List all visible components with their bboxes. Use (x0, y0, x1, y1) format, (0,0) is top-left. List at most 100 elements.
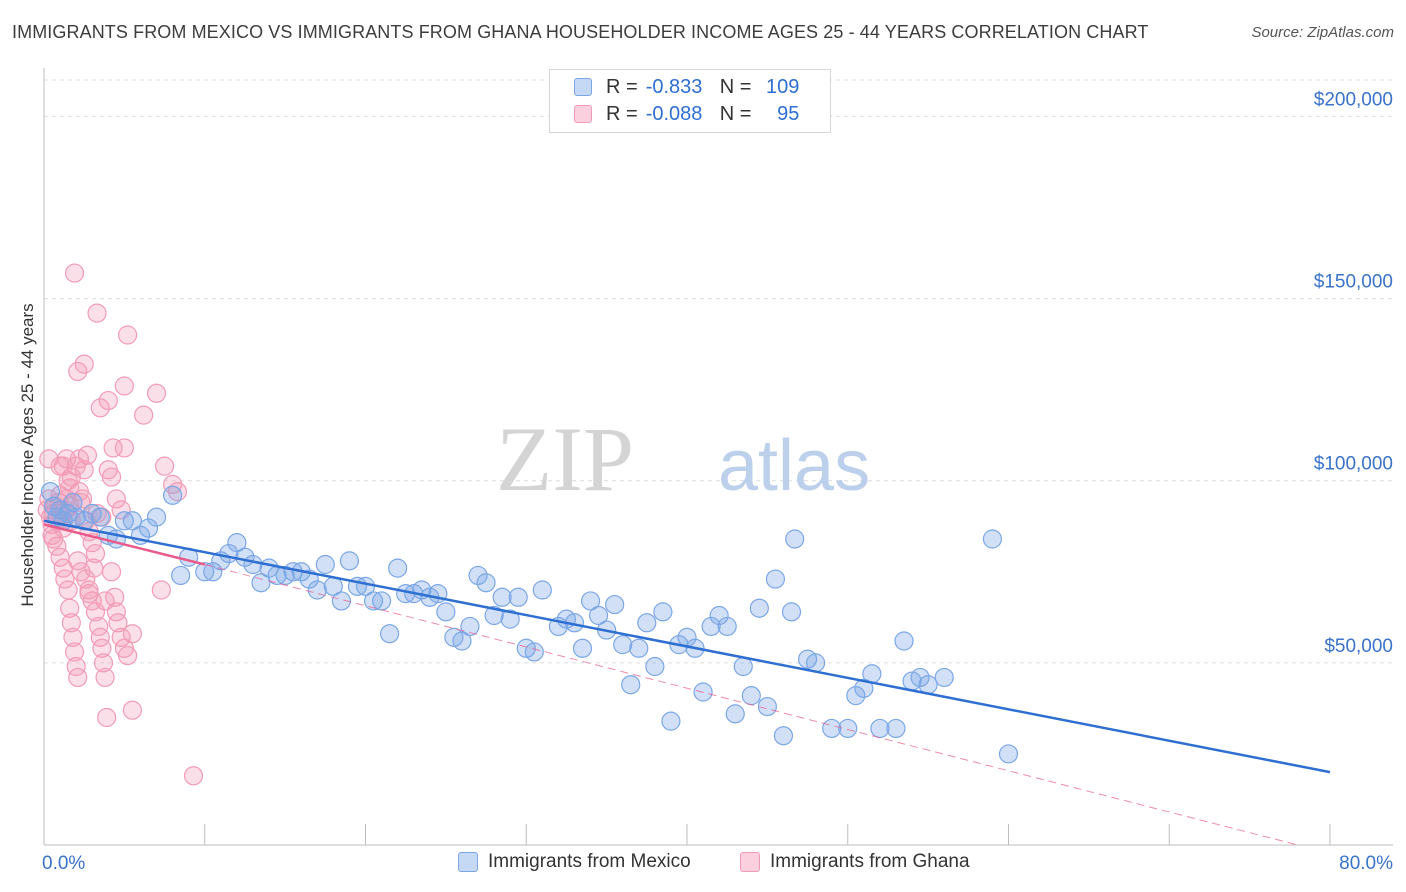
mexico-point (781, 602, 802, 622)
mexico-point (171, 565, 191, 586)
ghana-point (61, 613, 81, 633)
trend-layer (43, 519, 1331, 846)
mexico-point (380, 624, 400, 644)
ghana-n-label: N = (719, 102, 752, 125)
ghana-point (101, 467, 122, 487)
mexico-point (862, 664, 882, 684)
mexico-point (717, 616, 737, 637)
mexico-point (371, 591, 392, 611)
ghana-point (93, 653, 114, 673)
mexico-point (982, 529, 1003, 549)
ghana-point (154, 456, 175, 476)
bottom-legend-mexico: Immigrants from Mexico (458, 851, 691, 873)
watermark-zip: ZIP (496, 408, 634, 510)
ghana-point (146, 383, 167, 403)
ghana-point (84, 558, 104, 578)
mexico-point (886, 718, 906, 739)
watermark: ZIP atlas (496, 408, 870, 510)
ghana-point (64, 642, 85, 662)
bottom-mexico-swatch (458, 852, 478, 872)
mexico-point (243, 554, 263, 575)
ghana-point (101, 562, 122, 582)
ghana-point (114, 438, 134, 458)
mexico-point (63, 492, 83, 513)
ghana-point (85, 543, 106, 564)
mexico-point (114, 511, 134, 531)
ghana-n-value: 95 (777, 102, 800, 125)
chart-title: IMMIGRANTS FROM MEXICO VS IMMIGRANTS FRO… (12, 22, 1149, 42)
mexico-point (195, 562, 215, 582)
bottom-legend-ghana: Immigrants from Ghana (740, 851, 970, 873)
ghana-point (77, 445, 98, 465)
ghana-point (74, 354, 94, 374)
ghana-point (117, 325, 138, 345)
mexico-point (846, 686, 866, 706)
mexico-point (838, 718, 858, 739)
mexico-points (40, 482, 1019, 764)
ghana-point (183, 766, 204, 786)
mexico-point (757, 696, 777, 717)
mexico-point (749, 598, 769, 618)
bottom-ghana-swatch (740, 852, 760, 872)
mexico-point (588, 605, 609, 626)
ghana-point (114, 376, 134, 396)
mexico-point (998, 744, 1019, 764)
ghana-point (103, 438, 123, 458)
mexico-point (709, 605, 729, 626)
mexico-point (773, 726, 794, 746)
ghana-points (37, 263, 204, 786)
y-tick-label: $100,000 (1314, 454, 1393, 475)
mexico-point (653, 602, 673, 622)
mexico-point (138, 518, 159, 538)
mexico-point (339, 551, 360, 571)
mexico-n-label: N = (719, 75, 752, 98)
legend-row-ghana: R = -0.088 N = 95 (574, 102, 799, 126)
ghana-point (58, 580, 78, 600)
x-tick-label-max: 80.0% (1339, 853, 1393, 874)
correlation-legend: R = -0.833 N = 109 R = -0.088 N = 95 (549, 69, 831, 133)
ghana-r-label: R = (606, 102, 638, 125)
ghana-point (95, 667, 115, 688)
ghana-swatch (574, 105, 592, 123)
mexico-point (500, 609, 520, 629)
y-tick-label: $150,000 (1314, 272, 1393, 293)
watermark-atlas: atlas (718, 426, 870, 506)
bottom-mexico-label: Immigrants from Mexico (488, 851, 691, 872)
ghana-point (64, 263, 85, 283)
mexico-point (388, 558, 408, 578)
mexico-point (331, 591, 351, 611)
mexico-point (822, 718, 842, 739)
ghana-point (90, 398, 110, 418)
ghana-point (134, 405, 154, 425)
mexico-point (918, 675, 938, 695)
mexico-point (741, 686, 761, 706)
label-layer: $50,000 $100,000 $150,000 $200,000 0.0% 80.0% (42, 89, 1393, 874)
mexico-point (532, 580, 552, 600)
mexico-point (621, 675, 641, 695)
bottom-ghana-label: Immigrants from Ghana (770, 851, 970, 872)
ghana-point (79, 584, 99, 604)
mexico-point (580, 591, 601, 611)
mexico-point (146, 507, 167, 527)
mexico-trend-line (43, 519, 1331, 774)
mexico-point (460, 616, 480, 637)
mexico-point (870, 718, 890, 739)
mexico-point (315, 554, 335, 575)
mexico-point (725, 704, 745, 724)
mexico-point (508, 587, 528, 607)
ghana-point (106, 489, 126, 509)
mexico-point (854, 678, 874, 698)
ghana-point (97, 707, 117, 728)
mexico-swatch (574, 78, 592, 96)
ghana-point (68, 667, 88, 688)
ghana-point (122, 700, 143, 720)
mexico-point (785, 529, 805, 549)
mexico-point (203, 562, 223, 582)
ghana-point (122, 624, 143, 644)
legend-row-mexico: R = -0.833 N = 109 (574, 75, 799, 99)
ghana-point (68, 551, 88, 571)
ghana-trend-extension (204, 564, 1298, 846)
mexico-point (645, 656, 665, 677)
ghana-point (55, 569, 75, 589)
